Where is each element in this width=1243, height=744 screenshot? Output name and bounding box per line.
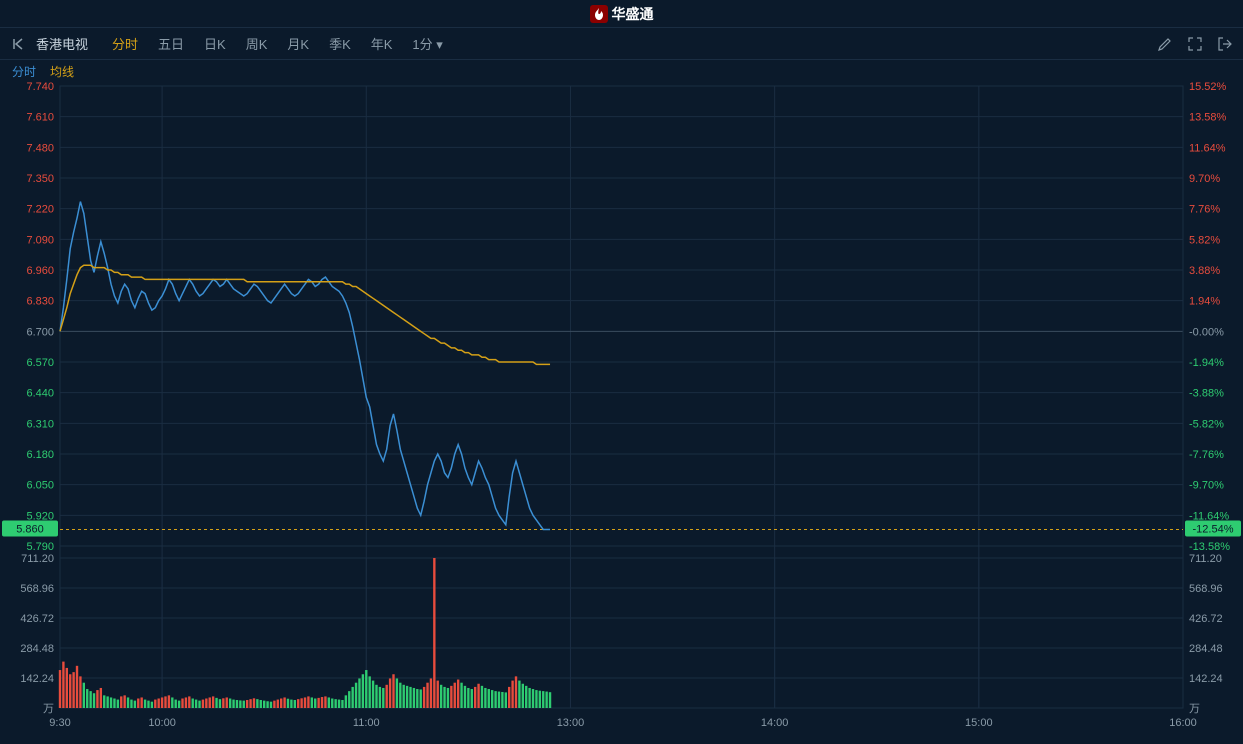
- current-pct-badge: -12.54%: [1193, 523, 1234, 535]
- pct-tick: 7.76%: [1189, 204, 1220, 216]
- price-tick: 7.610: [26, 112, 54, 124]
- period-tab-5[interactable]: 季K: [319, 30, 361, 57]
- x-tick: 9:30: [49, 717, 70, 729]
- price-tick: 6.960: [26, 265, 54, 277]
- app-title: 华盛通: [612, 4, 654, 24]
- titlebar: 华盛通: [0, 0, 1243, 28]
- vol-tick-left: 426.72: [20, 613, 54, 625]
- x-tick: 13:00: [557, 717, 585, 729]
- x-tick: 14:00: [761, 717, 789, 729]
- price-tick: 7.220: [26, 204, 54, 216]
- period-tab-3[interactable]: 周K: [236, 30, 278, 57]
- price-tick: 6.050: [26, 480, 54, 492]
- legend-ma: 均线: [50, 63, 74, 80]
- current-price-badge: 5.860: [16, 523, 44, 535]
- pct-tick: 11.64%: [1189, 142, 1226, 154]
- fullscreen-icon[interactable]: [1185, 34, 1205, 54]
- vol-tick-left: 568.96: [20, 583, 54, 595]
- price-tick: 6.180: [26, 449, 54, 461]
- period-tab-2[interactable]: 日K: [194, 30, 236, 57]
- price-tick: 6.310: [26, 418, 54, 430]
- price-tick: 7.350: [26, 173, 54, 185]
- vol-tick-left: 142.24: [20, 673, 54, 685]
- x-tick: 10:00: [148, 717, 176, 729]
- app-logo: 华盛通: [590, 4, 654, 24]
- vol-tick-right: 711.20: [1189, 553, 1222, 565]
- pct-tick: 9.70%: [1189, 173, 1220, 185]
- period-tab-0[interactable]: 分时: [102, 30, 148, 57]
- x-tick: 16:00: [1169, 717, 1197, 729]
- price-tick: 7.090: [26, 234, 54, 246]
- pct-tick: 13.58%: [1189, 112, 1227, 124]
- ma-line: [60, 265, 550, 364]
- pct-tick: -13.58%: [1189, 541, 1230, 553]
- vol-tick-right: 426.72: [1189, 613, 1223, 625]
- price-line: [60, 202, 550, 530]
- pencil-icon[interactable]: [1155, 34, 1175, 54]
- pct-tick: -0.00%: [1189, 326, 1224, 338]
- price-tick: 7.480: [26, 142, 54, 154]
- period-tab-7[interactable]: 1分 ▾: [402, 30, 452, 57]
- vol-tick-left: 284.48: [20, 643, 54, 655]
- vol-tick-left: 711.20: [21, 553, 54, 565]
- price-tick: 6.440: [26, 388, 54, 400]
- period-tab-6[interactable]: 年K: [361, 30, 403, 57]
- stock-name[interactable]: 香港电视: [36, 34, 88, 53]
- price-tick: 7.740: [26, 82, 54, 93]
- prev-bar-icon[interactable]: [8, 34, 28, 54]
- pct-tick: -1.94%: [1189, 357, 1224, 369]
- x-tick: 15:00: [965, 717, 993, 729]
- period-tab-1[interactable]: 五日: [148, 30, 194, 57]
- pct-tick: -9.70%: [1189, 480, 1224, 492]
- pct-tick: -3.88%: [1189, 388, 1224, 400]
- toolbar: 香港电视 分时五日日K周K月K季K年K1分 ▾: [0, 28, 1243, 60]
- vol-tick-right: 142.24: [1189, 673, 1223, 685]
- vol-tick-right: 284.48: [1189, 643, 1223, 655]
- vol-tick-right: 568.96: [1189, 583, 1223, 595]
- pct-tick: 15.52%: [1189, 82, 1227, 93]
- chart-legend: 分时 均线: [0, 60, 1243, 82]
- period-tab-4[interactable]: 月K: [277, 30, 319, 57]
- period-tabs: 分时五日日K周K月K季K年K1分 ▾: [102, 30, 453, 57]
- pct-tick: 3.88%: [1189, 265, 1220, 277]
- vol-unit-right: 万: [1189, 703, 1200, 715]
- pct-tick: -7.76%: [1189, 449, 1224, 461]
- x-tick: 11:00: [353, 717, 380, 729]
- exit-icon[interactable]: [1215, 34, 1235, 54]
- flame-icon: [590, 5, 608, 23]
- price-tick: 5.790: [26, 541, 54, 553]
- price-tick: 6.700: [26, 326, 54, 338]
- chart-container[interactable]: 9:30 10:00 11:00 13:00 14:00 15:00 16:00 7.740 1…: [0, 82, 1243, 744]
- vol-unit-left: 万: [43, 703, 54, 715]
- price-tick: 6.570: [26, 357, 54, 369]
- pct-tick: 5.82%: [1189, 234, 1220, 246]
- legend-price: 分时: [12, 63, 36, 80]
- pct-tick: 1.94%: [1189, 296, 1220, 308]
- pct-tick: -5.82%: [1189, 418, 1224, 430]
- price-tick: 6.830: [26, 296, 54, 308]
- chart-svg[interactable]: 9:30 10:00 11:00 13:00 14:00 15:00 16:00 7.740 1…: [0, 82, 1243, 744]
